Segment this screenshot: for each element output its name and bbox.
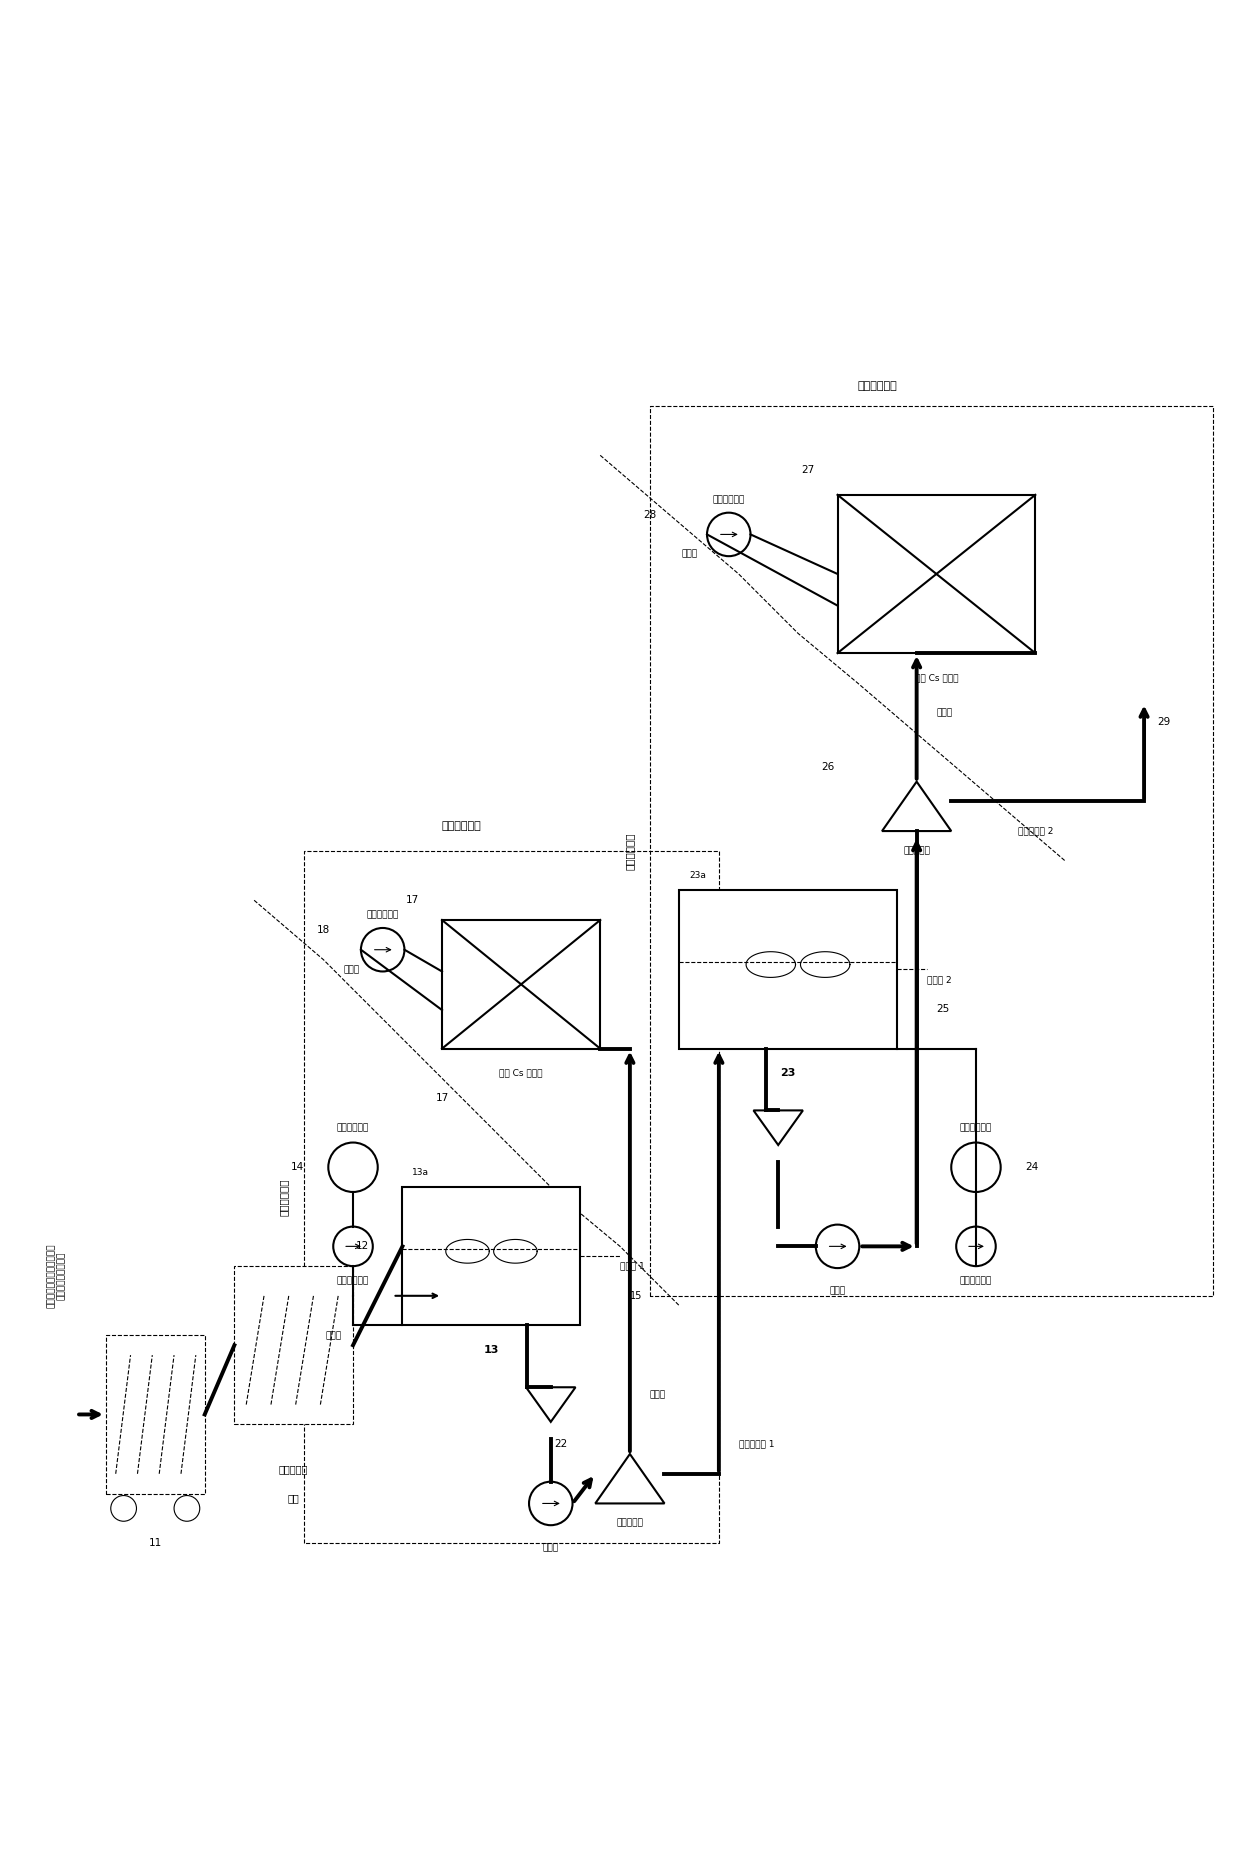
Text: 单元: 单元: [288, 1493, 300, 1504]
Text: 17: 17: [435, 1093, 449, 1103]
Circle shape: [529, 1482, 573, 1524]
Text: 13a: 13a: [413, 1167, 429, 1177]
Text: 化学品进料罐: 化学品进料罐: [337, 1123, 370, 1132]
Text: 化学品进料泵: 化学品进料泵: [337, 1276, 370, 1286]
Text: 17: 17: [405, 895, 419, 905]
Text: 处理的固体 2: 处理的固体 2: [1018, 827, 1053, 836]
Text: 13: 13: [484, 1345, 500, 1356]
Text: 再生液循环泵: 再生液循环泵: [367, 910, 399, 919]
Polygon shape: [754, 1110, 804, 1145]
Text: 化学品进料罐: 化学品进料罐: [960, 1123, 992, 1132]
Text: 第一处理部分: 第一处理部分: [441, 821, 481, 831]
Polygon shape: [595, 1454, 665, 1504]
Polygon shape: [526, 1388, 575, 1423]
Text: 11: 11: [149, 1537, 162, 1548]
Text: 29: 29: [1157, 718, 1171, 727]
Text: 处理的固体 1: 处理的固体 1: [739, 1439, 774, 1449]
Text: 离心分离机: 离心分离机: [903, 845, 930, 855]
Bar: [680, 890, 897, 1049]
Text: 24: 24: [1025, 1162, 1039, 1173]
Bar: [105, 1336, 205, 1493]
Circle shape: [956, 1227, 996, 1265]
Text: 再生液: 再生液: [343, 966, 360, 973]
Text: 22: 22: [554, 1439, 567, 1449]
Text: 12: 12: [356, 1241, 370, 1251]
Text: 离心分离机: 离心分离机: [616, 1519, 644, 1528]
Text: 第一处理部分: 第一处理部分: [279, 1178, 289, 1215]
Circle shape: [361, 929, 404, 971]
Text: 浆液泵: 浆液泵: [543, 1543, 559, 1552]
Circle shape: [951, 1143, 1001, 1191]
Text: 混合＆粉碎: 混合＆粉碎: [279, 1463, 309, 1474]
Circle shape: [329, 1143, 378, 1191]
Text: 15: 15: [630, 1291, 642, 1301]
Circle shape: [174, 1495, 200, 1521]
Circle shape: [334, 1227, 373, 1265]
Text: 第二 Cs 吸附塔: 第二 Cs 吸附塔: [915, 673, 959, 683]
Text: 23: 23: [780, 1067, 796, 1079]
Text: 14: 14: [290, 1162, 304, 1173]
Text: 26: 26: [821, 762, 835, 771]
Bar: [837, 494, 1035, 653]
Text: 浆液泵: 浆液泵: [830, 1286, 846, 1295]
Text: 化学品进料泵: 化学品进料泵: [960, 1276, 992, 1286]
Text: 第二处理部分: 第二处理部分: [857, 381, 897, 390]
Text: 第一 Cs 吸附塔: 第一 Cs 吸附塔: [500, 1069, 543, 1079]
Text: 再生液: 再生液: [681, 549, 697, 559]
Text: 上清液: 上清液: [650, 1389, 666, 1399]
Text: 上清液: 上清液: [936, 709, 952, 718]
Circle shape: [707, 512, 750, 557]
Text: 第二处理部分: 第二处理部分: [625, 832, 635, 869]
Bar: [234, 1265, 353, 1424]
Bar: [403, 1188, 580, 1325]
Circle shape: [110, 1495, 136, 1521]
Text: 27: 27: [801, 464, 815, 475]
Polygon shape: [882, 781, 951, 831]
Circle shape: [816, 1225, 859, 1267]
Text: 18: 18: [316, 925, 330, 934]
Text: 传送带: 传送带: [325, 1330, 341, 1339]
Text: 25: 25: [936, 1005, 950, 1014]
Text: 再生液循环泵: 再生液循环泵: [713, 496, 745, 505]
Text: 分散液 1: 分散液 1: [620, 1262, 645, 1271]
Text: 28: 28: [644, 509, 656, 520]
Text: 分散液 2: 分散液 2: [926, 975, 951, 984]
Text: 用放射性铯污染的土壤或者
洗涤之后脱水的滤饼: 用放射性铯污染的土壤或者 洗涤之后脱水的滤饼: [47, 1243, 66, 1308]
Bar: [441, 919, 600, 1049]
Text: 23a: 23a: [689, 871, 706, 881]
